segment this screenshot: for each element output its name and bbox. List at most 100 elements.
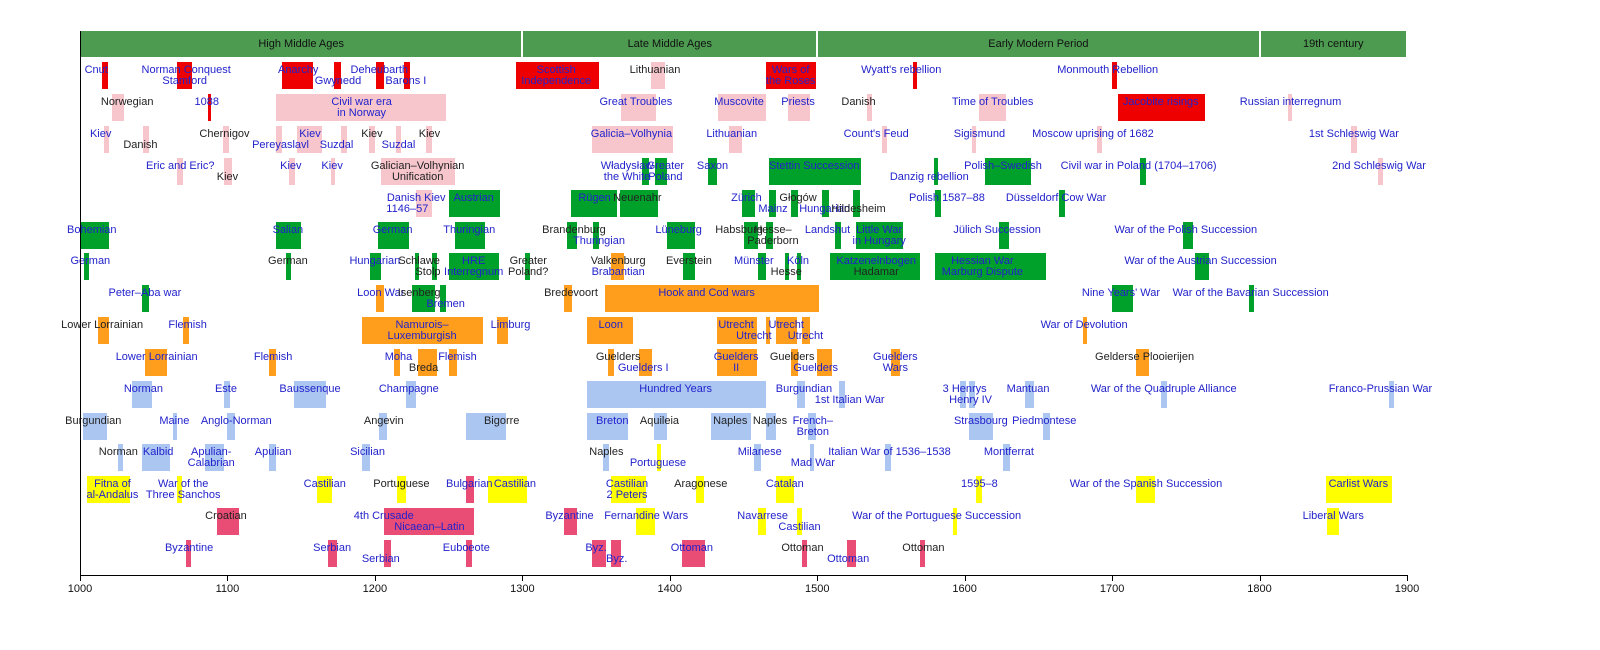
timeline-label[interactable]: Saxon (696, 160, 729, 172)
timeline-label[interactable]: Marburg Dispute (941, 266, 1024, 278)
timeline-label[interactable]: Great Troubles (599, 96, 673, 108)
timeline-label[interactable]: War of the Spanish Succession (1069, 478, 1223, 490)
timeline-label[interactable]: 1st Schleswig War (1308, 128, 1399, 140)
timeline-label[interactable]: Kiev (321, 160, 343, 172)
timeline-label[interactable]: Utrecht (787, 330, 824, 342)
timeline-label[interactable]: Maine (159, 415, 190, 427)
timeline-label[interactable]: Loon War (357, 287, 405, 299)
timeline-label[interactable]: Navarrese (737, 510, 789, 522)
timeline-label[interactable]: Monmouth Rebellion (1057, 64, 1159, 76)
timeline-label[interactable]: Kalbid (142, 446, 174, 458)
timeline-label[interactable]: Byz. (585, 542, 607, 554)
timeline-label[interactable]: Thuringian (573, 235, 625, 247)
timeline-label[interactable]: Loon (598, 319, 624, 331)
timeline-label[interactable]: Mainz (758, 203, 788, 215)
timeline-label[interactable]: Greater (646, 160, 684, 172)
timeline-label[interactable]: Gwynedd (314, 75, 362, 87)
timeline-label[interactable]: 2nd Schleswig War (1332, 160, 1426, 172)
timeline-label[interactable]: Luxemburgish (387, 330, 457, 342)
timeline-label[interactable]: Flemish (168, 319, 207, 331)
timeline-label[interactable]: Poland (648, 171, 683, 183)
timeline-label[interactable]: Hungarian (799, 203, 850, 215)
timeline-label[interactable]: Moscow uprising of 1682 (1032, 128, 1154, 140)
timeline-label[interactable]: Castilian (303, 478, 346, 490)
timeline-label[interactable]: Polish–Swedish (964, 160, 1042, 172)
timeline-label[interactable]: War of Devolution (1040, 319, 1128, 331)
timeline-label[interactable]: Count's Feud (843, 128, 909, 140)
timeline-label[interactable]: Bohemian (67, 224, 117, 236)
timeline-label[interactable]: Hessian War (951, 255, 1014, 267)
timeline-label[interactable]: Lithuanian (706, 128, 758, 140)
timeline-label[interactable]: Utrecht (768, 319, 804, 331)
timeline-label[interactable]: Jülich Succession (953, 224, 1041, 236)
timeline-label[interactable]: Zürich (731, 192, 762, 204)
timeline-label[interactable]: Italian War of 1536–1538 (828, 446, 951, 458)
timeline-label[interactable]: War of the Portuguese Succession (852, 510, 1022, 522)
timeline-label[interactable]: Castilian (778, 521, 821, 533)
timeline-label[interactable]: Norman Conquest (141, 64, 231, 76)
timeline-label[interactable]: Danish Kiev (386, 192, 446, 204)
timeline-label[interactable]: Piedmontese (1012, 415, 1077, 427)
timeline-label[interactable]: Lower Lorrainian (115, 351, 198, 363)
timeline-label[interactable]: Eric and Eric? (146, 160, 215, 172)
timeline-label[interactable]: Polish 1587–88 (909, 192, 985, 204)
timeline-label[interactable]: Cnut (84, 64, 108, 76)
timeline-label[interactable]: Este (214, 383, 237, 395)
timeline-label[interactable]: Fernandine Wars (604, 510, 689, 522)
timeline-label[interactable]: Kiev (299, 128, 321, 140)
timeline-label[interactable]: HRE (462, 255, 486, 267)
timeline-label[interactable]: Thuringian (443, 224, 496, 236)
timeline-label[interactable]: Wars (882, 362, 908, 374)
timeline-label[interactable]: 1088 (194, 96, 220, 108)
timeline-label[interactable]: Landshut (804, 224, 851, 236)
timeline-label[interactable]: Moha (384, 351, 413, 363)
timeline-label[interactable]: French– (792, 415, 833, 427)
timeline-label[interactable]: Stettin Succession (769, 160, 860, 172)
timeline-label[interactable]: the Roses (765, 75, 816, 87)
timeline-label[interactable]: Flemish (253, 351, 293, 363)
timeline-label[interactable]: Byzantine (164, 542, 214, 554)
timeline-label[interactable]: Civil war in Poland (1704–1706) (1060, 160, 1217, 172)
timeline-label[interactable]: Priests (781, 96, 815, 108)
timeline-label[interactable]: Serbian (361, 553, 400, 565)
timeline-label[interactable]: Düsseldorf Cow War (1005, 192, 1107, 204)
timeline-label[interactable]: Calabrian (187, 457, 235, 469)
timeline-label[interactable]: Deheubarth (350, 64, 409, 76)
timeline-label[interactable]: Scottish (536, 64, 576, 76)
timeline-label[interactable]: Franco-Prussian War (1328, 383, 1433, 395)
timeline-label[interactable]: Mad War (790, 457, 835, 469)
timeline-label[interactable]: Three Sanchos (145, 489, 221, 501)
timeline-label[interactable]: War of the Quadruple Alliance (1090, 383, 1237, 395)
timeline-label[interactable]: Russian interregnum (1239, 96, 1342, 108)
timeline-label[interactable]: Ottoman (670, 542, 713, 554)
timeline-label[interactable]: Catalan (765, 478, 804, 490)
timeline-label[interactable]: Apulian- (191, 446, 232, 458)
timeline-label[interactable]: Little War (856, 224, 903, 236)
timeline-label[interactable]: Rügen (578, 192, 611, 204)
timeline-label[interactable]: Limburg (490, 319, 531, 331)
timeline-label[interactable]: Namurois– (395, 319, 449, 331)
timeline-label[interactable]: Władysław (600, 160, 654, 172)
timeline-label[interactable]: Apulian (254, 446, 292, 458)
timeline-label[interactable]: Bremen (426, 298, 465, 310)
timeline-label[interactable]: Byz. (605, 553, 628, 565)
timeline-label[interactable]: Hundred Years (639, 383, 713, 395)
timeline-label[interactable]: Utrecht (736, 330, 772, 342)
timeline-label[interactable]: Champagne (378, 383, 439, 395)
timeline-label[interactable]: the White (603, 171, 651, 183)
timeline-label[interactable]: Guelders (793, 362, 839, 374)
timeline-label[interactable]: War of the Austrian Succession (1124, 255, 1277, 267)
timeline-label[interactable]: Milanese (737, 446, 782, 458)
timeline-label[interactable]: War of the Bavarian Succession (1172, 287, 1329, 299)
timeline-label[interactable]: 1595–8 (961, 478, 998, 490)
timeline-label[interactable]: Guelders I (617, 362, 669, 374)
timeline-label[interactable]: Sicilian (350, 446, 385, 458)
timeline-label[interactable]: Sigismund (953, 128, 1006, 140)
timeline-label[interactable]: German (70, 255, 111, 267)
timeline-label[interactable]: Strasbourg (953, 415, 1008, 427)
timeline-label[interactable]: 1st Italian War (814, 394, 885, 406)
timeline-label[interactable]: War of the Polish Succession (1114, 224, 1258, 236)
timeline-label[interactable]: Münster (733, 255, 774, 267)
timeline-label[interactable]: Breton (596, 415, 629, 427)
timeline-label[interactable]: Suzdal (381, 139, 416, 151)
